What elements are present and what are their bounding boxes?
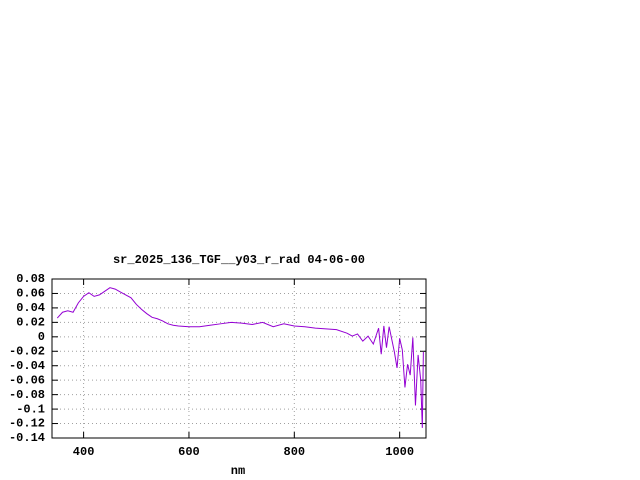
chart-title: sr_2025_136_TGF__y03_r_rad 04-06-00 xyxy=(113,253,365,267)
y-tick-label: -0.14 xyxy=(9,431,45,445)
plot-border xyxy=(51,278,427,439)
y-tick-label: -0.06 xyxy=(9,373,45,387)
y-tick-label: -0.1 xyxy=(16,402,45,416)
y-tick-label: -0.02 xyxy=(9,344,45,358)
x-axis-label: nm xyxy=(231,464,245,478)
y-tick-label: 0 xyxy=(38,330,45,344)
data-line xyxy=(56,287,424,428)
x-tick-label: 600 xyxy=(178,445,200,459)
x-tick-label: 1000 xyxy=(385,445,414,459)
y-tick-label: 0.06 xyxy=(16,287,45,301)
y-tick-label: -0.04 xyxy=(9,359,45,373)
x-tick-label: 400 xyxy=(73,445,95,459)
y-tick-label: -0.08 xyxy=(9,388,45,402)
y-tick-label: 0.04 xyxy=(16,301,45,315)
y-tick-label: 0.02 xyxy=(16,316,45,330)
y-tick-label: -0.12 xyxy=(9,417,45,431)
y-tick-label: 0.08 xyxy=(16,272,45,286)
x-tick-label: 800 xyxy=(284,445,306,459)
